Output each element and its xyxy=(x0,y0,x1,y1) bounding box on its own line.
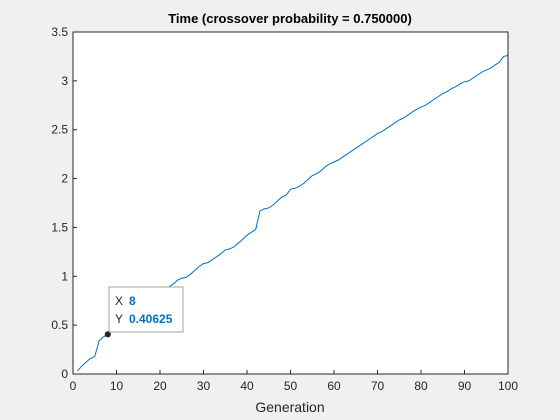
x-tick-label: 50 xyxy=(284,379,298,393)
x-tick-label: 60 xyxy=(327,379,341,393)
x-tick-label: 20 xyxy=(153,379,167,393)
datatip-marker xyxy=(104,331,111,338)
datatip[interactable]: X 8 Y 0.40625 xyxy=(104,286,184,338)
y-tick-label: 1 xyxy=(61,269,68,283)
datatip-y-key: Y xyxy=(115,312,123,326)
y-tick-label: 3 xyxy=(61,74,68,88)
datatip-y-value: 0.40625 xyxy=(129,312,173,326)
y-tick-label: 0 xyxy=(61,367,68,381)
x-tick-label: 70 xyxy=(371,379,385,393)
x-axis-ticks: 0 10 20 30 40 50 60 70 80 90 100 xyxy=(70,370,518,393)
x-tick-label: 40 xyxy=(240,379,254,393)
datatip-x-key: X xyxy=(115,294,123,308)
chart-title: Time (crossover probability = 0.750000) xyxy=(168,11,412,26)
x-tick-label: 0 xyxy=(70,379,77,393)
y-tick-label: 1.5 xyxy=(51,220,68,234)
y-tick-label: 2 xyxy=(61,172,68,186)
y-tick-label: 2.5 xyxy=(51,123,68,137)
x-axis-label: Generation xyxy=(255,399,324,415)
x-tick-label: 80 xyxy=(414,379,428,393)
x-tick-label: 90 xyxy=(458,379,472,393)
x-tick-label: 10 xyxy=(110,379,124,393)
x-tick-label: 100 xyxy=(498,379,518,393)
x-tick-label: 30 xyxy=(197,379,211,393)
datatip-box xyxy=(108,286,184,333)
datatip-x-value: 8 xyxy=(129,294,136,308)
y-tick-label: 3.5 xyxy=(51,25,68,39)
y-tick-label: 0.5 xyxy=(51,318,68,332)
y-axis-ticks: 0 0.5 1 1.5 2 2.5 3 3.5 xyxy=(51,25,77,381)
axes-box xyxy=(72,31,509,375)
